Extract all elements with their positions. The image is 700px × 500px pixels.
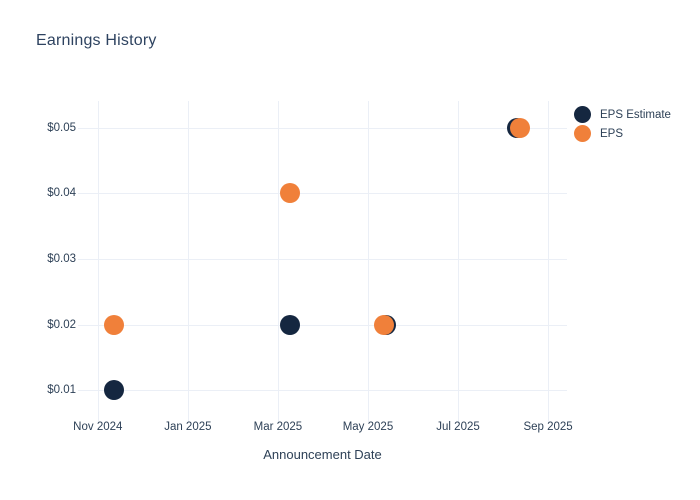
x-tick-label: Jul 2025 xyxy=(436,421,480,433)
legend-marker-icon xyxy=(574,125,591,142)
y-tick-label: $0.02 xyxy=(47,318,76,331)
x-gridline xyxy=(97,101,99,417)
legend-item-eps-estimate[interactable]: EPS Estimate xyxy=(574,105,671,124)
legend: EPS Estimate EPS xyxy=(574,105,671,143)
data-point-eps[interactable] xyxy=(510,117,531,138)
x-axis-title: Announcement Date xyxy=(263,447,382,462)
x-gridline xyxy=(187,101,189,417)
data-point-eps[interactable] xyxy=(374,314,395,335)
chart-title: Earnings History xyxy=(36,32,157,49)
data-point-eps[interactable] xyxy=(280,183,301,204)
x-gridline xyxy=(277,101,279,417)
x-tick-label: Mar 2025 xyxy=(253,421,303,433)
x-gridline xyxy=(458,101,460,417)
legend-item-eps[interactable]: EPS xyxy=(574,124,671,143)
y-gridline xyxy=(78,259,567,260)
data-point-eps-estimate[interactable] xyxy=(104,380,125,401)
y-tick-label: $0.01 xyxy=(47,384,76,397)
plot-area[interactable] xyxy=(78,101,567,417)
x-tick-mark xyxy=(548,417,550,422)
legend-marker-icon xyxy=(574,106,591,123)
y-gridline xyxy=(78,324,567,326)
x-gridline xyxy=(548,101,550,417)
x-tick-mark xyxy=(277,417,279,422)
x-tick-label: Sep 2025 xyxy=(523,421,573,433)
y-gridline xyxy=(78,127,567,129)
x-tick-mark xyxy=(97,417,99,422)
data-point-eps[interactable] xyxy=(104,314,125,335)
y-tick-label: $0.04 xyxy=(47,187,76,200)
x-tick-label: Nov 2024 xyxy=(73,421,123,433)
x-tick-mark xyxy=(367,417,369,422)
x-gridline xyxy=(367,101,369,417)
y-gridline xyxy=(78,390,567,392)
y-tick-label: $0.03 xyxy=(47,253,76,265)
x-tick-label: Jan 2025 xyxy=(164,421,212,433)
legend-label: EPS Estimate xyxy=(600,108,671,121)
x-tick-mark xyxy=(187,417,189,422)
x-tick-label: May 2025 xyxy=(342,421,394,433)
y-gridline xyxy=(78,193,567,195)
legend-label: EPS xyxy=(600,127,624,140)
x-tick-mark xyxy=(458,417,460,422)
y-tick-label: $0.05 xyxy=(47,121,76,134)
data-point-eps-estimate[interactable] xyxy=(280,314,301,335)
